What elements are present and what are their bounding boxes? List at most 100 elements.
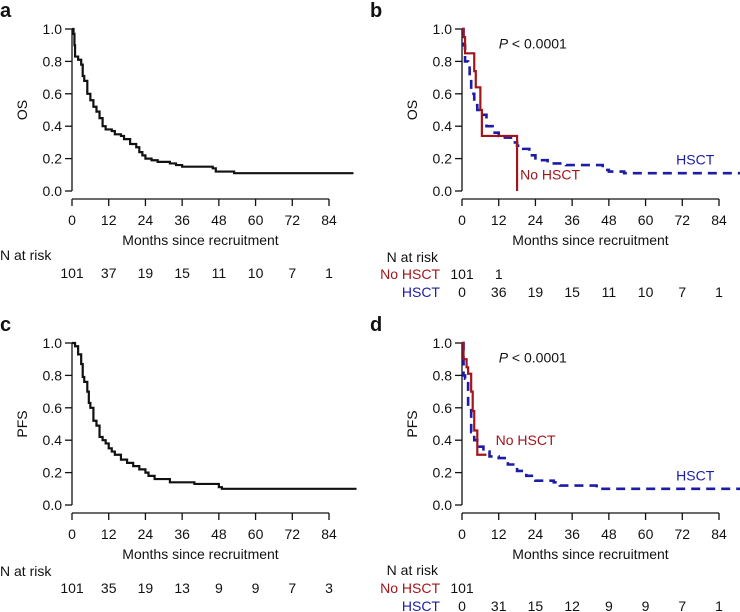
x-tick-label: 24 [528, 212, 544, 228]
x-tick-label: 12 [491, 212, 507, 228]
x-tick-label: 48 [211, 212, 227, 228]
y-tick-label: 0.2 [433, 465, 453, 481]
y-axis-label: OS [14, 100, 30, 120]
risk-value: 7 [678, 284, 686, 300]
risk-value: 15 [564, 284, 580, 300]
x-tick-label: 60 [248, 526, 264, 542]
y-tick-label: 0.0 [43, 497, 63, 513]
x-tick-label: 72 [284, 526, 300, 542]
y-axis-label: PFS [404, 410, 420, 437]
risk-value: 7 [678, 598, 686, 612]
x-tick-label: 60 [638, 526, 654, 542]
x-axis-label: Months since recruitment [122, 546, 279, 562]
x-axis-label: Months since recruitment [122, 232, 279, 248]
risk-value: 1 [715, 598, 723, 612]
y-tick-label: 0.0 [433, 183, 453, 199]
survival-curve-hsct [462, 27, 740, 175]
risk-row-label: No HSCT [380, 266, 440, 282]
panel-letter: a [0, 0, 12, 22]
y-tick-label: 0.2 [433, 151, 453, 167]
x-tick-label: 24 [138, 526, 154, 542]
risk-value: 101 [450, 266, 474, 282]
x-tick-label: 48 [601, 526, 617, 542]
x-tick-label: 84 [711, 526, 727, 542]
panel-c: c 0.0 0.2 0.4 0.6 0.8 1.0 PFS 0 12 24 36 48 60 72 84 Mon… [0, 314, 357, 596]
risk-value: 12 [564, 598, 580, 612]
risk-value: 36 [491, 284, 507, 300]
x-tick-label: 36 [174, 212, 190, 228]
y-tick-label: 1.0 [43, 335, 63, 351]
y-tick-label: 1.0 [43, 21, 63, 37]
p-value: P < 0.0001 [499, 35, 567, 51]
x-tick-label: 48 [211, 526, 227, 542]
risk-value: 7 [288, 265, 296, 281]
panel-letter: b [370, 0, 382, 22]
risk-table-title: N at risk [0, 563, 52, 579]
series-label: No HSCT [520, 167, 580, 183]
p-value-text: < 0.0001 [508, 349, 567, 365]
risk-value: 9 [605, 598, 613, 612]
risk-value: 7 [288, 580, 296, 596]
y-tick-label: 0.8 [433, 367, 453, 383]
risk-value: 31 [491, 598, 507, 612]
y-tick-label: 0.2 [43, 465, 63, 481]
x-tick-label: 0 [68, 526, 76, 542]
risk-value: 10 [638, 284, 654, 300]
risk-value: 9 [642, 598, 650, 612]
y-tick-label: 0.4 [43, 432, 63, 448]
x-tick-label: 84 [711, 212, 727, 228]
x-tick-label: 12 [491, 526, 507, 542]
risk-value: 19 [138, 580, 154, 596]
risk-value: 13 [174, 580, 190, 596]
risk-row-label: HSCT [402, 598, 441, 612]
risk-value: 0 [458, 284, 466, 300]
risk-value: 19 [528, 284, 544, 300]
x-tick-label: 60 [638, 212, 654, 228]
risk-value: 1 [715, 284, 723, 300]
risk-value: 37 [101, 265, 117, 281]
y-tick-label: 0.2 [43, 151, 63, 167]
risk-value: 101 [60, 265, 84, 281]
risk-row-label: HSCT [402, 284, 441, 300]
risk-value: 10 [248, 265, 264, 281]
panel-b: b 0.0 0.2 0.4 0.6 0.8 1.0 OS 0 12 24 36 48 60 72 84 Mont… [370, 0, 740, 300]
y-axis-label: OS [404, 100, 420, 120]
y-tick-label: 1.0 [433, 335, 453, 351]
x-axis-label: Months since recruitment [512, 232, 669, 248]
panel-letter: c [0, 314, 11, 336]
risk-table-title: N at risk [387, 562, 439, 578]
panel-a: a 0.0 0.2 0.4 0.6 0.8 1.0 OS 0 12 24 36 48 60 72 84 Mont… [0, 0, 354, 281]
panel-letter: d [370, 314, 382, 336]
x-tick-label: 72 [284, 212, 300, 228]
x-tick-label: 60 [248, 212, 264, 228]
series-label: No HSCT [496, 432, 556, 448]
x-tick-label: 72 [674, 212, 690, 228]
p-symbol: P [499, 349, 509, 365]
x-tick-label: 12 [101, 526, 117, 542]
risk-value: 101 [450, 580, 474, 596]
panel-d: d 0.0 0.2 0.4 0.6 0.8 1.0 PFS 0 12 24 36 48 60 72 84 Mon… [370, 314, 740, 612]
x-tick-label: 36 [564, 212, 580, 228]
y-tick-label: 0.8 [433, 53, 453, 69]
risk-value: 9 [215, 580, 223, 596]
risk-value: 9 [252, 580, 260, 596]
y-tick-label: 0.0 [433, 497, 453, 513]
y-tick-label: 0.6 [433, 86, 453, 102]
survival-curve-hsct [462, 341, 740, 491]
x-tick-label: 0 [458, 212, 466, 228]
x-tick-label: 0 [458, 526, 466, 542]
x-tick-label: 12 [101, 212, 117, 228]
x-tick-label: 0 [68, 212, 76, 228]
survival-curve-all [72, 341, 357, 490]
y-tick-label: 0.0 [43, 183, 63, 199]
risk-value: 3 [325, 580, 333, 596]
survival-curve-no-hsct [462, 341, 487, 456]
x-tick-label: 36 [564, 526, 580, 542]
y-tick-label: 0.8 [43, 53, 63, 69]
y-tick-label: 0.6 [43, 86, 63, 102]
x-tick-label: 84 [321, 526, 337, 542]
risk-table-title: N at risk [387, 249, 439, 265]
risk-value: 15 [528, 598, 544, 612]
series-label: HSCT [676, 468, 715, 484]
